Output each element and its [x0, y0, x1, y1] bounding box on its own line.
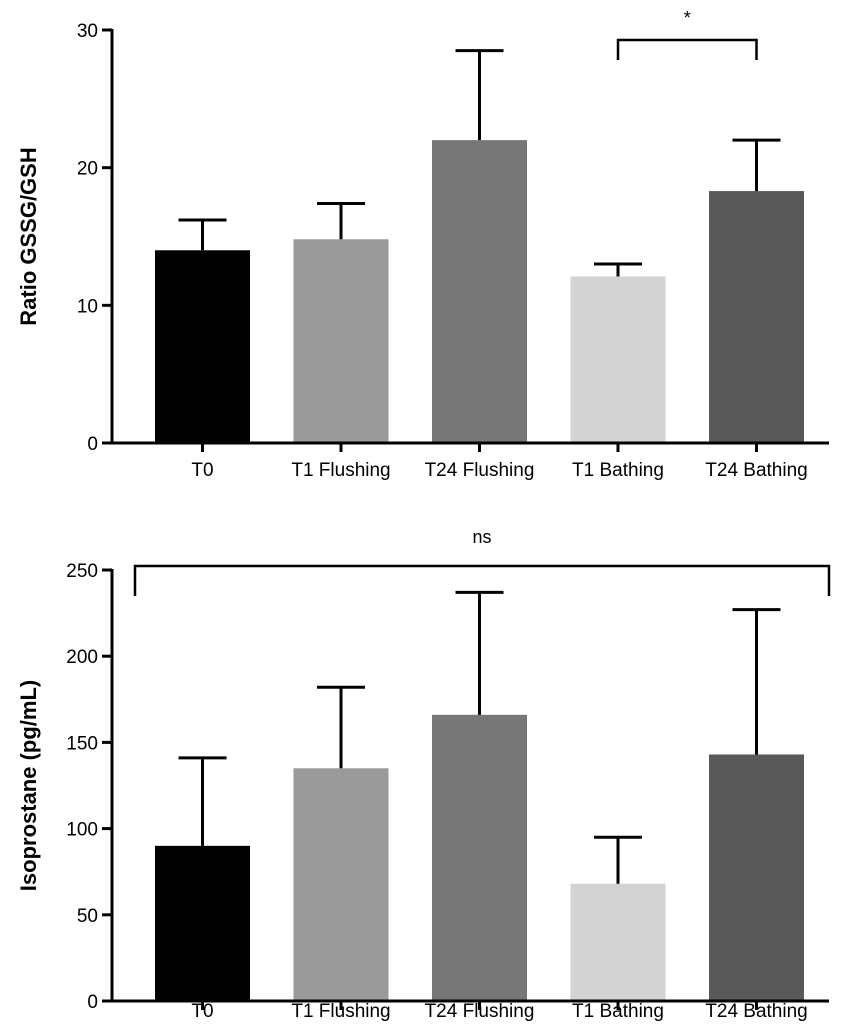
x-tick-label-1: T1 Flushing	[291, 460, 390, 481]
y-axis-title: Isoprostane (pg/mL)	[16, 680, 41, 891]
bar-2	[432, 140, 527, 443]
y-tick-label-1: 10	[77, 296, 98, 317]
significance-bracket-0	[616, 38, 758, 60]
significance-label-0: ns	[472, 527, 491, 547]
panel-top: 0 10 20 30 T0 T1 Flushing T24 Flushing T1 Bathi…	[16, 8, 829, 481]
y-tick-label-4: 200	[66, 647, 98, 668]
bar-1	[293, 239, 389, 443]
x-tick-label-3: T1 Bathing	[572, 460, 664, 481]
panel-bottom: 0 50 100 150 200 250 T0 T1 Flushing T24 Flushing…	[16, 527, 831, 1022]
significance-bracket-0	[133, 564, 831, 596]
y-tick-label-0: 0	[87, 434, 98, 455]
y-tick-label-2: 100	[66, 820, 98, 841]
bar-4	[709, 754, 804, 1001]
bar-2	[432, 714, 527, 1001]
bar-4	[709, 191, 804, 443]
y-tick-label-3: 30	[77, 21, 98, 42]
bar-1	[293, 768, 389, 1001]
x-tick-label-0: T0	[191, 460, 213, 481]
x-tick-label-2: T24 Flushing	[425, 1001, 535, 1022]
significance-label-0: *	[684, 8, 691, 28]
x-tick-label-4: T24 Bathing	[705, 1001, 807, 1022]
y-tick-label-5: 250	[66, 561, 98, 582]
x-tick-label-0: T0	[191, 1001, 213, 1022]
x-tick-label-2: T24 Flushing	[425, 460, 535, 481]
y-axis-title: Ratio GSSG/GSH	[16, 147, 41, 325]
y-tick-label-1: 50	[77, 906, 98, 927]
y-tick-label-2: 20	[77, 159, 98, 180]
y-tick-label-3: 150	[66, 733, 98, 754]
x-tick-label-3: T1 Bathing	[572, 1001, 664, 1022]
y-tick-label-0: 0	[87, 992, 98, 1013]
bar-3	[570, 276, 666, 443]
bar-0	[155, 250, 250, 443]
bar-3	[570, 883, 666, 1001]
bar-0	[155, 845, 250, 1001]
x-tick-label-1: T1 Flushing	[291, 1001, 390, 1022]
x-tick-label-4: T24 Bathing	[705, 460, 807, 481]
